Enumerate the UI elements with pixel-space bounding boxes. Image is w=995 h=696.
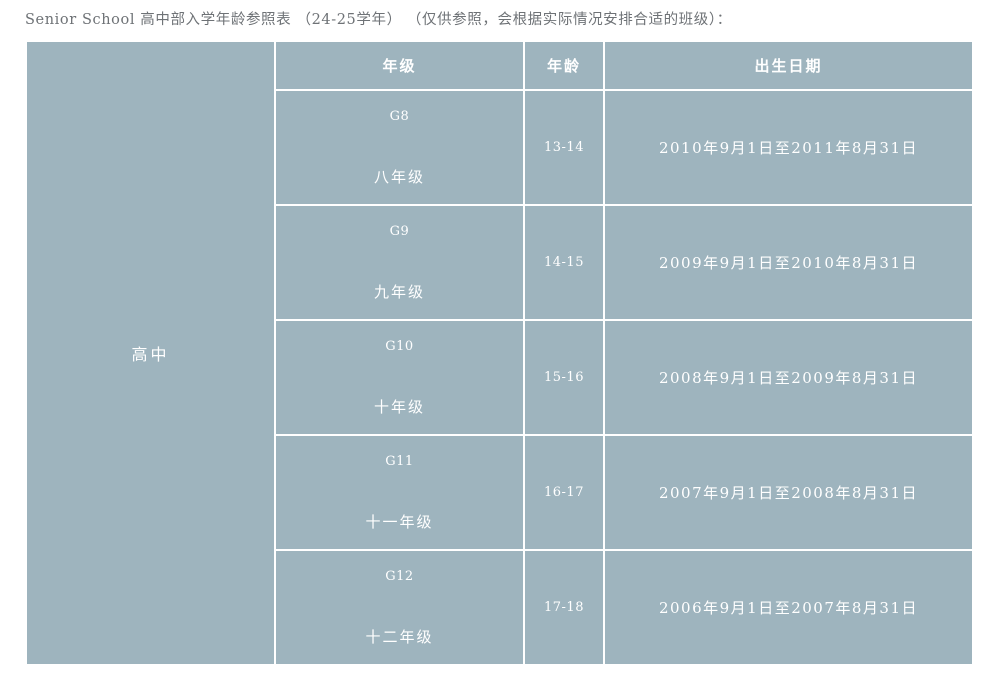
grade-cell-inner: G12 十二年级 (276, 569, 523, 647)
grade-cell-inner: G9 九年级 (276, 224, 523, 302)
header-age: 年龄 (523, 40, 605, 91)
table-row: G9 九年级 14-15 2009年9月1日至2010年8月31日 (26, 204, 974, 321)
grade-cn-label: 十年级 (373, 397, 425, 416)
age-reference-table: 高中 年级 年龄 出生日期 G8 八年级 13-14 2010年9月1日至201… (25, 40, 974, 666)
birth-date-cell: 2009年9月1日至2010年8月31日 (603, 204, 974, 321)
grade-cell-inner: G8 八年级 (276, 109, 523, 187)
header-grade: 年级 (274, 40, 525, 91)
grade-en-label: G11 (385, 453, 414, 469)
grade-en-label: G12 (385, 568, 414, 584)
grade-cell: G10 十年级 (274, 319, 525, 436)
grade-cell: G9 九年级 (274, 204, 525, 321)
birth-date-cell: 2010年9月1日至2011年8月31日 (603, 89, 974, 206)
grade-cell-inner: G10 十年级 (276, 339, 523, 417)
grade-cell-inner: G11 十一年级 (276, 454, 523, 532)
table-row: G11 十一年级 16-17 2007年9月1日至2008年8月31日 (26, 434, 974, 551)
grade-cn-label: 九年级 (373, 282, 425, 301)
grade-cell: G8 八年级 (274, 89, 525, 206)
level-cell: 高中 (25, 40, 276, 666)
table-header-row: 高中 年级 年龄 出生日期 (25, 40, 974, 666)
birth-date-cell: 2006年9月1日至2007年8月31日 (603, 549, 974, 666)
grade-en-label: G8 (389, 108, 410, 124)
table-row: G8 八年级 13-14 2010年9月1日至2011年8月31日 (26, 89, 974, 206)
grade-cn-label: 十一年级 (365, 512, 434, 531)
birth-date-cell: 2007年9月1日至2008年8月31日 (603, 434, 974, 551)
age-cell: 14-15 (523, 204, 605, 321)
table-row: G12 十二年级 17-18 2006年9月1日至2007年8月31日 (26, 549, 974, 666)
grade-cn-label: 八年级 (373, 167, 425, 186)
age-cell: 17-18 (523, 549, 605, 666)
table-row: G10 十年级 15-16 2008年9月1日至2009年8月31日 (26, 319, 974, 436)
grade-cell: G12 十二年级 (274, 549, 525, 666)
age-cell: 16-17 (523, 434, 605, 551)
grade-en-label: G9 (389, 223, 410, 239)
page-title: Senior School 高中部入学年龄参照表 （24-25学年） （仅供参照… (25, 12, 732, 28)
grade-cell: G11 十一年级 (274, 434, 525, 551)
header-birth-date: 出生日期 (603, 40, 974, 91)
age-cell: 15-16 (523, 319, 605, 436)
birth-date-cell: 2008年9月1日至2009年8月31日 (603, 319, 974, 436)
grade-cn-label: 十二年级 (365, 627, 434, 646)
age-cell: 13-14 (523, 89, 605, 206)
grade-en-label: G10 (385, 338, 414, 354)
